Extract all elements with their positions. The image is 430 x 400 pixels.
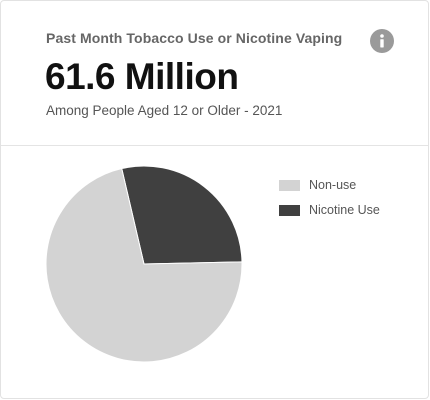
pie-slice-nicotine-use[interactable] bbox=[121, 165, 243, 265]
info-icon[interactable] bbox=[370, 29, 394, 53]
card-header: Past Month Tobacco Use or Nicotine Vapin… bbox=[1, 1, 428, 146]
chart-area: Non-use Nicotine Use bbox=[1, 146, 428, 400]
headline-value: 61.6 Million bbox=[45, 56, 239, 97]
headline-caption: Among People Aged 12 or Older - 2021 bbox=[46, 103, 283, 118]
legend-label-nonuse: Non-use bbox=[309, 178, 357, 192]
legend-item-nonuse[interactable]: Non-use bbox=[279, 176, 380, 194]
info-icon-glyph bbox=[380, 34, 384, 48]
pie-chart bbox=[45, 165, 243, 363]
legend-item-nicotine-use[interactable]: Nicotine Use bbox=[279, 201, 380, 219]
pie-slice-nonuse[interactable] bbox=[45, 167, 243, 363]
legend-swatch-nicotine-use bbox=[279, 204, 300, 216]
chart-title: Past Month Tobacco Use or Nicotine Vapin… bbox=[46, 30, 343, 46]
legend-swatch-nonuse bbox=[279, 179, 300, 191]
chart-legend: Non-use Nicotine Use bbox=[279, 176, 380, 226]
legend-label-nicotine-use: Nicotine Use bbox=[309, 203, 380, 217]
